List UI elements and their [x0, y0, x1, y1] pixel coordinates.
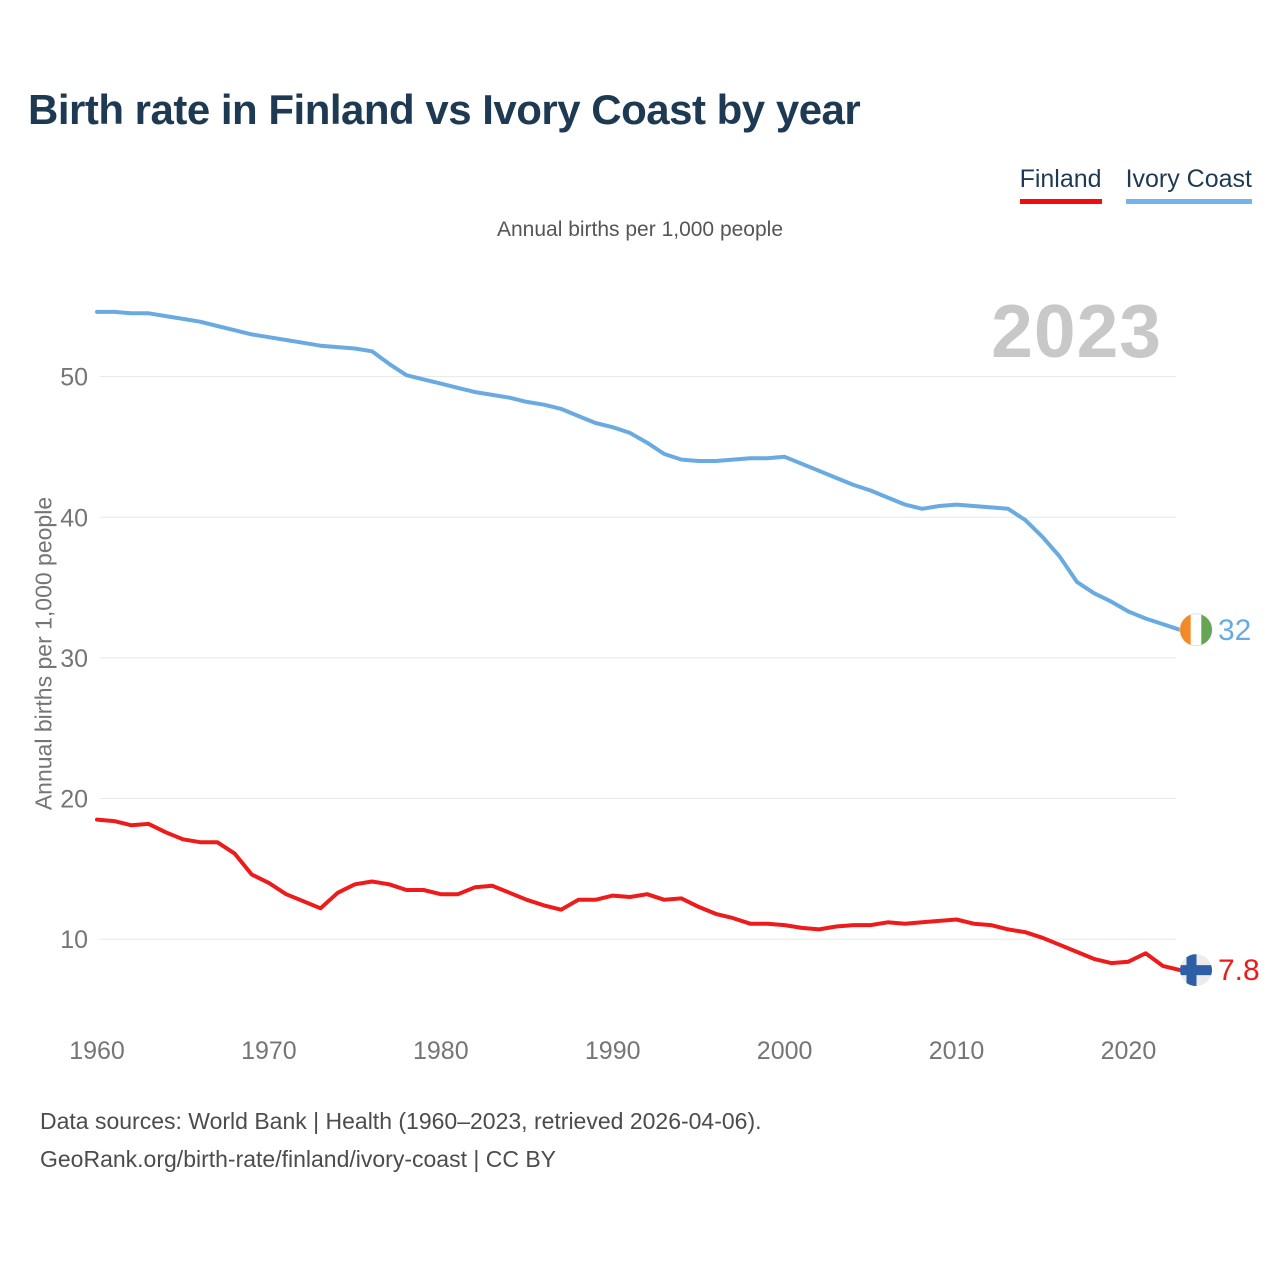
y-tick-label: 50 [60, 364, 88, 392]
x-tick-label: 1960 [69, 1037, 125, 1065]
ivory-coast-line [95, 309, 1182, 632]
x-tick-label: 2010 [929, 1037, 985, 1065]
finland-line [95, 817, 1182, 973]
finland-end-value: 7.8 [1218, 954, 1260, 987]
finland-flag-icon [1180, 954, 1212, 987]
y-axis-tick-labels: 10 20 30 40 50 [60, 364, 88, 955]
ivory-coast-end-value: 32 [1218, 614, 1251, 647]
footer-attribution: GeoRank.org/birth-rate/finland/ivory-coa… [40, 1146, 557, 1172]
y-tick-label: 20 [60, 786, 88, 814]
footer: Data sources: World Bank | Health (1960–… [40, 1102, 762, 1178]
chart-subtitle: Annual births per 1,000 people [496, 218, 784, 241]
x-tick-label: 1990 [585, 1037, 641, 1065]
legend-item-finland[interactable]: Finland [1019, 165, 1102, 204]
legend-item-ivory-coast[interactable]: Ivory Coast [1125, 165, 1252, 204]
page-title: Birth rate in Finland vs Ivory Coast by … [28, 86, 861, 133]
year-watermark: 2023 [991, 289, 1162, 373]
y-tick-label: 40 [60, 504, 88, 532]
ivory-coast-flag-icon [1179, 613, 1213, 647]
y-tick-label: 30 [60, 645, 88, 673]
footer-sources: Data sources: World Bank | Health (1960–… [40, 1108, 762, 1134]
y-tick-label: 10 [60, 926, 88, 954]
x-tick-label: 2020 [1101, 1037, 1157, 1065]
x-axis-tick-labels: 1960 1970 1980 1990 2000 2010 2020 [69, 1037, 1156, 1065]
gridlines [100, 376, 1176, 940]
x-tick-label: 1980 [413, 1037, 469, 1065]
legend: Finland Ivory Coast [1019, 165, 1252, 204]
x-tick-label: 2000 [757, 1037, 813, 1065]
x-tick-label: 1970 [241, 1037, 297, 1065]
